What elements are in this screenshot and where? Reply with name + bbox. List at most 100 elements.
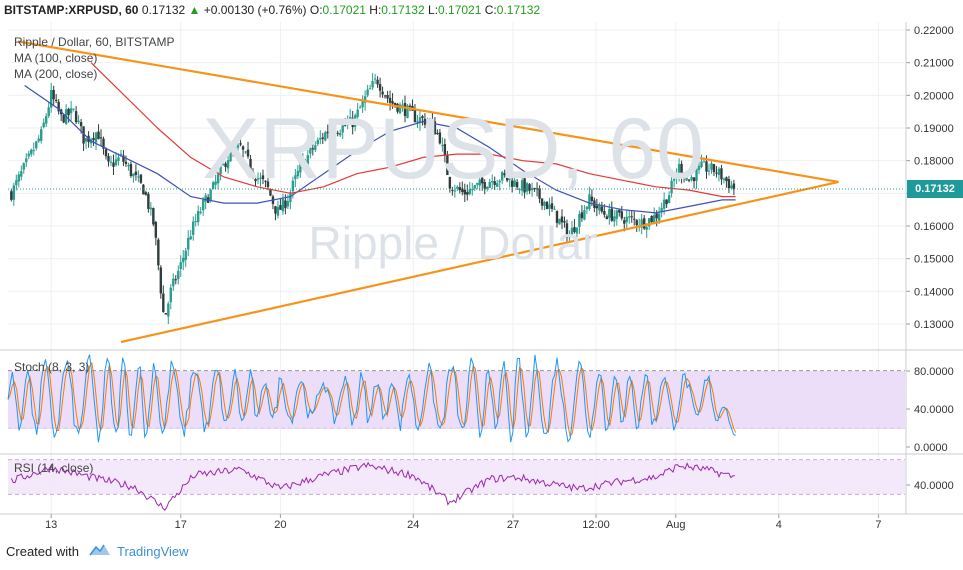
candle-body (503, 173, 506, 176)
candle-body (221, 163, 225, 166)
tradingview-link[interactable]: TradingView (116, 544, 189, 559)
tradingview-logo-icon[interactable] (89, 543, 111, 560)
candle-body (491, 181, 494, 183)
candle-body (147, 193, 150, 209)
candle-body (74, 111, 78, 123)
candle-body (124, 161, 128, 164)
candle-body (391, 101, 394, 104)
legend-ma100[interactable]: MA (100, close) (14, 51, 98, 65)
candle-body (219, 166, 222, 175)
price-tick-label: 0.18000 (914, 156, 954, 168)
stoch-tick-label: 80.0000 (914, 366, 954, 378)
last-price: 0.17132 (141, 3, 186, 17)
candle-body (677, 164, 681, 175)
candle-body (493, 181, 496, 185)
candle-body (82, 126, 85, 144)
candle-body (685, 177, 688, 181)
stoch-label[interactable]: Stoch (8, 3, 3) (14, 360, 90, 374)
candle-body (600, 206, 604, 212)
candle-body (249, 158, 252, 172)
candle-body (30, 149, 33, 155)
candle-body (623, 220, 626, 224)
candle-body (107, 155, 110, 162)
symbol-label[interactable]: BITSTAMP:XRPUSD, 60 (4, 3, 139, 17)
candle-body (324, 132, 327, 141)
candle-body (613, 216, 616, 222)
candle-body (620, 211, 623, 219)
candle-body (306, 155, 310, 165)
candle-body (109, 161, 113, 163)
candle-body (344, 123, 347, 126)
candle-body (403, 102, 407, 116)
candle-body (543, 202, 546, 207)
candle-body (114, 159, 118, 166)
candle-body (431, 120, 434, 122)
candle-body (635, 220, 638, 226)
price-tick-label: 0.22000 (914, 25, 954, 37)
candle-body (348, 116, 352, 124)
candle-body (605, 216, 609, 219)
candle-body (346, 122, 349, 125)
candle-body (368, 88, 372, 90)
candle-body (730, 185, 733, 189)
candle-body (77, 120, 80, 123)
candle-body (568, 235, 571, 238)
candle-body (580, 212, 584, 219)
candle-body (396, 103, 399, 112)
candle-body (448, 177, 452, 189)
candle-body (52, 89, 55, 100)
candle-body (27, 153, 30, 157)
candle-body (588, 194, 591, 210)
candle-body (319, 137, 322, 140)
candle-body (356, 109, 359, 117)
candle-body (697, 165, 701, 170)
candle-body (152, 207, 155, 225)
candle-body (456, 186, 459, 189)
candle-body (418, 117, 422, 123)
candle-body (92, 137, 95, 141)
candle-body (199, 211, 202, 213)
candle-body (481, 177, 484, 184)
candle-body (476, 182, 479, 185)
candle-body (69, 108, 73, 114)
candle-body (520, 180, 524, 191)
rsi-background (8, 460, 905, 494)
candle-body (284, 200, 287, 209)
high-label: H: (369, 3, 382, 17)
candle-body (314, 145, 317, 150)
candle-body (401, 104, 404, 106)
candle-body (42, 122, 45, 128)
candle-body (702, 161, 706, 163)
rsi-label[interactable]: RSI (14, close) (14, 461, 94, 475)
candle-body (672, 179, 676, 181)
legend-title[interactable]: Ripple / Dollar, 60, BITSTAMP (14, 35, 175, 49)
candle-body (707, 170, 711, 172)
time-tick-label: 24 (407, 519, 419, 531)
candle-body (291, 180, 295, 192)
candle-body (112, 162, 115, 167)
price-tick-label: 0.13000 (914, 319, 954, 331)
candle-body (500, 172, 504, 181)
candle-body (139, 174, 143, 183)
candle-body (358, 107, 362, 109)
candle-body (341, 125, 344, 133)
candle-body (366, 89, 369, 96)
candle-body (550, 203, 554, 209)
legend-ma200[interactable]: MA (200, close) (14, 67, 98, 81)
candle-body (585, 206, 589, 210)
candle-body (578, 213, 581, 227)
candle-body (99, 137, 103, 139)
candle-body (189, 236, 192, 240)
candle-body (229, 150, 232, 162)
candle-body (32, 150, 35, 152)
candle-body (667, 195, 671, 204)
candle-body (518, 189, 521, 191)
candle-body (670, 180, 673, 194)
candle-body (196, 211, 200, 223)
candle-body (416, 121, 419, 123)
candle-body (692, 177, 696, 182)
candle-body (309, 147, 312, 154)
candle-body (122, 155, 125, 162)
candle-body (261, 175, 265, 180)
